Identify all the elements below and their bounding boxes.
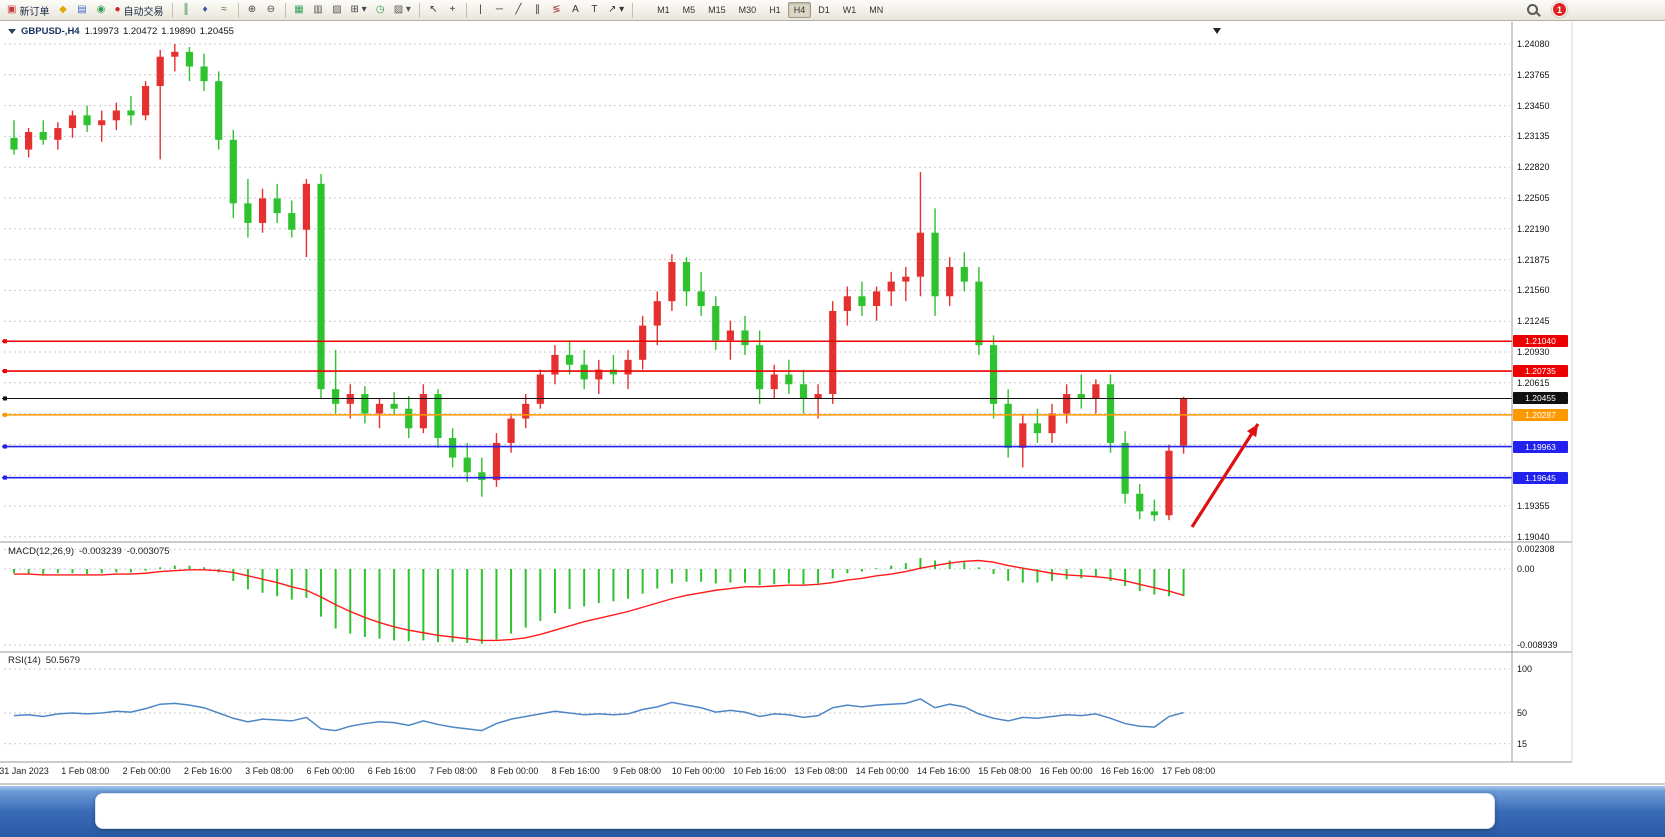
tile-windows-icon: ▦ <box>294 4 304 15</box>
toolbar-buttons: ▣ 新订单 ◆ ▤ ◉ ● 自动交易 ║ ♦ ≈ ⊕ ⊖ ▦ ▥ ▧ ⊞ ▾ ◷ ▨ ▾ ↖ + | ─ ╱ ∥ ≶ A T ↗ ▾ <box>3 2 637 19</box>
toolbar-separator <box>237 2 239 18</box>
taskbar <box>0 786 1665 837</box>
navigator-button[interactable]: ◉ <box>91 2 110 19</box>
zoom-in-icon: ⊕ <box>247 4 257 15</box>
auto-trading-button-label: 自动交易 <box>123 6 164 18</box>
horizontal-line-button[interactable]: ─ <box>490 2 509 19</box>
toolbar: ▣ 新订单 ◆ ▤ ◉ ● 自动交易 ║ ♦ ≈ ⊕ ⊖ ▦ ▥ ▧ ⊞ ▾ ◷ ▨ ▾ ↖ + | ─ ╱ ∥ ≶ A T ↗ ▾ … <box>0 0 1665 21</box>
chart-area[interactable] <box>0 0 1665 786</box>
bar-chart-icon: ║ <box>182 4 190 15</box>
chart-profile-icon: ◆ <box>59 4 67 15</box>
timeframe-w1[interactable]: W1 <box>837 2 863 18</box>
fibonacci-button[interactable]: ≶ <box>547 2 566 19</box>
navigator-icon: ◉ <box>96 4 106 15</box>
toolbar-separator <box>171 2 173 18</box>
arrows-button[interactable]: ↗ ▾ <box>604 2 628 19</box>
indicators-button[interactable]: ▥ <box>309 2 328 19</box>
template-button[interactable]: ▨ ▾ <box>390 2 415 19</box>
indicators-icon: ▥ <box>313 4 323 15</box>
cursor-icon: ↖ <box>429 4 438 15</box>
toolbar-separator <box>418 2 420 18</box>
cursor-button[interactable]: ↖ <box>424 2 443 19</box>
toolbar-separator <box>465 2 467 18</box>
zoom-out-icon: ⊖ <box>266 4 276 15</box>
toolbar-separator <box>632 2 634 18</box>
line-chart-icon: ≈ <box>221 4 227 15</box>
crosshair-icon: + <box>449 4 456 15</box>
crosshair-button[interactable]: + <box>443 2 462 19</box>
chart-profile-button[interactable]: ◆ <box>53 2 72 19</box>
market-watch-icon: ▤ <box>77 4 87 15</box>
vertical-line-button[interactable]: | <box>471 2 490 19</box>
timeframe-mn[interactable]: MN <box>863 2 889 18</box>
timeframe-d1[interactable]: D1 <box>812 2 836 18</box>
market-watch-button[interactable]: ▤ <box>72 2 91 19</box>
trendline-icon: ╱ <box>515 4 522 15</box>
chart-layout-icon: ▧ <box>332 4 342 15</box>
candlestick-chart-button[interactable]: ♦ <box>196 2 215 19</box>
channel-button[interactable]: ∥ <box>528 2 547 19</box>
chart-layout-button[interactable]: ▧ <box>328 2 347 19</box>
new-order-icon: ▣ <box>7 4 17 15</box>
zoom-out-button[interactable]: ⊖ <box>262 2 281 19</box>
bar-chart-button[interactable]: ║ <box>177 2 196 19</box>
arrows-icon: ↗ ▾ <box>607 4 625 15</box>
period-icon: ◷ <box>375 4 385 15</box>
notification-badge[interactable]: 1 <box>1552 2 1567 17</box>
new-chart-button[interactable]: ⊞ ▾ <box>347 2 371 19</box>
timeframe-m30[interactable]: M30 <box>733 2 763 18</box>
timeframe-h4[interactable]: H4 <box>787 2 812 18</box>
period-button[interactable]: ◷ <box>371 2 390 19</box>
trendline-button[interactable]: ╱ <box>509 2 528 19</box>
label-icon: T <box>591 4 598 15</box>
auto-trading-button[interactable]: ● 自动交易 <box>110 2 167 19</box>
new-chart-icon: ⊞ ▾ <box>350 4 367 15</box>
template-icon: ▨ ▾ <box>393 4 411 15</box>
timeframe-m5[interactable]: M5 <box>677 2 702 18</box>
text-button[interactable]: A <box>566 2 585 19</box>
timeframe-m1[interactable]: M1 <box>651 2 676 18</box>
toolbar-right: 1 <box>1527 2 1567 17</box>
tile-windows-button[interactable]: ▦ <box>290 2 309 19</box>
zoom-in-button[interactable]: ⊕ <box>243 2 262 19</box>
new-order-button[interactable]: ▣ 新订单 <box>3 2 53 19</box>
timeframe-m15[interactable]: M15 <box>702 2 732 18</box>
timeframe-h1[interactable]: H1 <box>763 2 787 18</box>
text-icon: A <box>572 4 579 15</box>
search-icon[interactable] <box>1527 4 1538 15</box>
fibonacci-icon: ≶ <box>552 4 561 15</box>
auto-trading-icon: ● <box>114 4 121 15</box>
vertical-line-icon: | <box>479 4 482 15</box>
horizontal-line-icon: ─ <box>495 4 503 15</box>
line-chart-button[interactable]: ≈ <box>215 2 234 19</box>
timeframe-bar: M1 M5 M15 M30 H1 H4 D1 W1 MN <box>651 2 889 18</box>
candlestick-chart-icon: ♦ <box>202 4 208 15</box>
channel-icon: ∥ <box>534 4 540 15</box>
taskbar-item[interactable] <box>95 793 1495 829</box>
label-button[interactable]: T <box>585 2 604 19</box>
new-order-button-label: 新订单 <box>19 6 50 18</box>
toolbar-separator <box>284 2 286 18</box>
